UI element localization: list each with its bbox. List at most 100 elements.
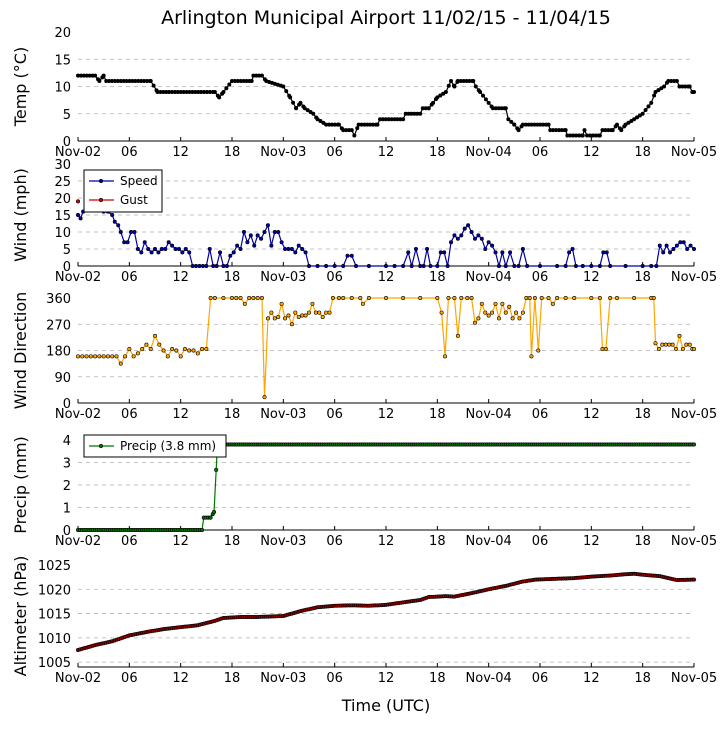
data-point <box>445 263 450 268</box>
data-point <box>163 247 168 252</box>
data-point <box>317 310 322 315</box>
data-point <box>118 361 123 366</box>
data-point <box>259 73 264 78</box>
data-point <box>671 247 676 252</box>
data-point <box>425 247 430 252</box>
data-point <box>279 240 284 245</box>
data-point <box>327 310 332 315</box>
data-point <box>170 347 175 352</box>
x-tick-label: 18 <box>224 270 241 285</box>
data-point <box>129 230 134 235</box>
x-tick-label: 06 <box>326 407 343 422</box>
data-point <box>691 247 696 252</box>
data-point <box>383 263 388 268</box>
x-tick-label: 06 <box>532 407 549 422</box>
data-point <box>191 348 196 353</box>
x-tick-label: 06 <box>326 671 343 686</box>
data-point <box>401 117 406 122</box>
data-point <box>207 247 212 252</box>
x-tick-label: Nov-03 <box>260 407 306 422</box>
data-point <box>293 310 298 315</box>
data-point <box>255 295 260 300</box>
data-point <box>608 295 613 300</box>
data-point <box>303 250 308 255</box>
x-tick-label: 18 <box>224 407 241 422</box>
y-tick-label: 5 <box>63 108 71 123</box>
y-axis-label: Temp (°C) <box>11 47 30 127</box>
y-tick-label: 0 <box>63 524 71 539</box>
data-point <box>310 301 315 306</box>
data-point <box>252 243 257 248</box>
data-point <box>406 250 411 255</box>
data-point <box>626 120 631 125</box>
data-point <box>435 295 440 300</box>
data-point <box>284 89 289 94</box>
y-tick-label: 1025 <box>38 559 71 574</box>
data-point <box>479 236 484 241</box>
data-point <box>269 243 274 248</box>
data-point <box>283 247 288 252</box>
data-point <box>529 354 534 359</box>
data-point <box>441 91 446 96</box>
data-point <box>234 295 239 300</box>
data-point <box>614 295 619 300</box>
data-point <box>600 347 605 352</box>
data-point <box>291 100 296 105</box>
data-point <box>142 240 147 245</box>
x-tick-label: 18 <box>429 671 446 686</box>
x-tick-label: Nov-05 <box>671 534 717 549</box>
data-point <box>640 263 645 268</box>
data-point <box>500 250 505 255</box>
data-point <box>572 295 577 300</box>
data-point <box>149 250 154 255</box>
data-point <box>259 295 264 300</box>
data-point <box>76 213 81 218</box>
data-point <box>110 213 115 218</box>
data-point <box>135 247 140 252</box>
data-point <box>462 226 467 231</box>
data-point <box>546 122 551 127</box>
data-point <box>116 223 121 228</box>
data-point <box>503 310 508 315</box>
data-point <box>465 295 470 300</box>
x-tick-label: 06 <box>532 270 549 285</box>
series-direction <box>76 295 696 400</box>
data-point <box>496 316 501 321</box>
data-point <box>93 354 98 359</box>
data-point <box>132 230 137 235</box>
x-tick-label: 12 <box>172 534 189 549</box>
data-point <box>601 250 606 255</box>
x-tick-label: 18 <box>429 407 446 422</box>
data-point <box>657 243 662 248</box>
data-point <box>629 118 634 123</box>
data-point <box>76 354 81 359</box>
data-point <box>217 95 222 100</box>
data-point <box>265 316 270 321</box>
data-point <box>532 295 537 300</box>
x-tick-label: 12 <box>378 145 395 160</box>
data-point <box>570 247 575 252</box>
data-point <box>212 509 217 514</box>
data-point <box>161 348 166 353</box>
y-tick-label: 15 <box>54 209 71 224</box>
data-point <box>135 351 140 356</box>
data-point <box>204 263 209 268</box>
data-point <box>512 122 517 127</box>
x-tick-label: Nov-03 <box>260 534 306 549</box>
x-tick-label: 12 <box>378 671 395 686</box>
data-point <box>218 250 223 255</box>
data-point <box>684 342 689 347</box>
x-tick-label: Nov-02 <box>55 407 101 422</box>
data-point <box>345 253 350 258</box>
data-point <box>401 263 406 268</box>
series-precip <box>76 442 696 532</box>
x-tick-label: 12 <box>172 270 189 285</box>
data-point <box>355 126 360 131</box>
data-point <box>537 263 542 268</box>
data-point <box>341 263 346 268</box>
data-point <box>118 230 123 235</box>
legend: Speed Gust <box>83 169 163 213</box>
data-point <box>514 310 519 315</box>
data-point <box>131 354 136 359</box>
